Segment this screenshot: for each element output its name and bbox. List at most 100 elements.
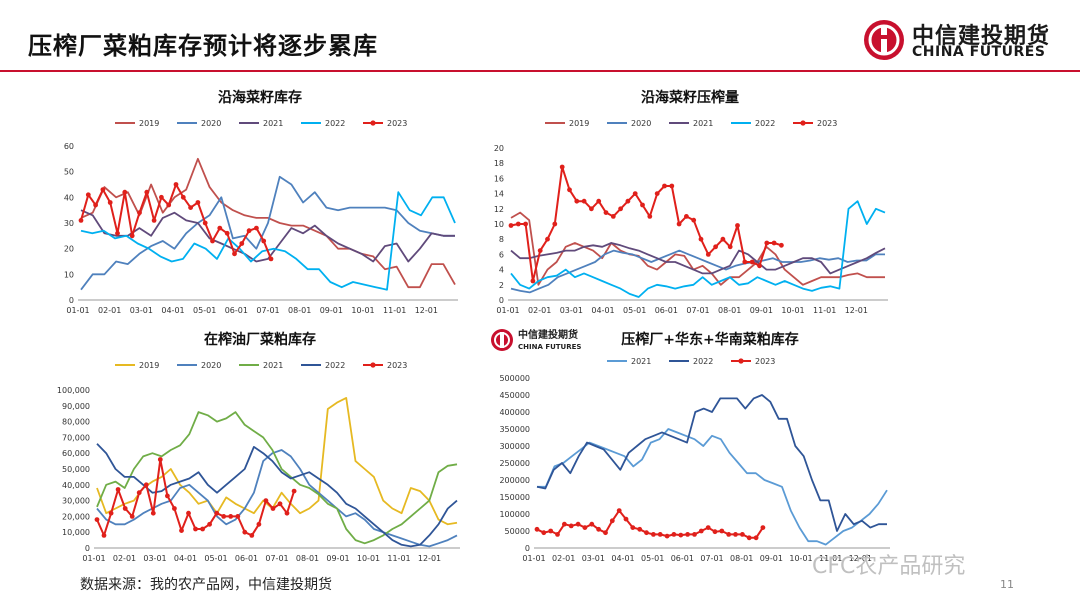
x-tick-label: 08-01 <box>288 306 311 315</box>
data-point <box>552 221 558 227</box>
data-point <box>678 532 684 538</box>
series-line <box>96 449 458 548</box>
svg-text:2019: 2019 <box>569 119 589 128</box>
series-line <box>80 157 456 289</box>
x-tick-label: 04-01 <box>174 554 197 563</box>
x-tick-label: 08-01 <box>718 306 741 315</box>
page-title: 压榨厂菜粕库存预计将逐步累库 <box>28 32 378 60</box>
data-point <box>159 194 164 200</box>
data-point <box>698 528 704 534</box>
x-tick-label: 10-01 <box>357 554 380 563</box>
data-point <box>78 218 84 223</box>
data-point <box>180 194 186 200</box>
data-point <box>115 487 121 492</box>
y-tick-label: 100,000 <box>57 386 90 395</box>
x-tick-label: 02-01 <box>552 554 575 563</box>
series-line <box>510 242 886 275</box>
y-tick-label: 14 <box>494 190 504 199</box>
series-2022 <box>80 191 456 291</box>
data-point <box>726 532 732 537</box>
x-tick-label: 11-01 <box>387 554 410 563</box>
data-point <box>107 200 113 205</box>
x-tick-label: 11-01 <box>383 306 406 315</box>
x-tick-label: 06-01 <box>671 554 694 563</box>
chart-coastal-rapeseed-crush: 沿海菜籽压榨量 2019 2020 2021 2022 2023 0 2 4 6 8 10 12 14 16… <box>480 82 900 322</box>
y-tick-label: 0 <box>525 544 530 553</box>
data-point <box>150 510 156 516</box>
data-point <box>589 521 595 527</box>
series-line <box>510 166 782 282</box>
legend-item-2019: 2019 <box>115 361 159 370</box>
y-tick-label: 250000 <box>499 459 530 468</box>
data-point <box>207 521 213 527</box>
data-point <box>254 225 259 231</box>
data-point <box>623 516 629 522</box>
data-point <box>122 189 128 195</box>
data-point <box>157 457 163 462</box>
legend-item-2020: 2020 <box>607 119 651 128</box>
data-point <box>188 205 194 210</box>
data-point <box>705 525 711 530</box>
data-point <box>749 259 755 265</box>
x-tick-label: 07-01 <box>265 554 288 563</box>
data-point <box>166 202 172 208</box>
data-point <box>291 488 297 494</box>
data-point <box>618 206 623 212</box>
legend-item-2023: 2023 <box>363 119 407 128</box>
svg-text:2021: 2021 <box>263 361 283 370</box>
data-point <box>523 221 528 227</box>
y-tick-label: 4 <box>499 266 504 275</box>
legend-item-2021: 2021 <box>239 119 283 128</box>
series-line <box>537 428 888 546</box>
x-tick-label: 03-01 <box>130 306 153 315</box>
x-tick-label: 05-01 <box>193 306 216 315</box>
data-point <box>574 198 580 204</box>
svg-text:2020: 2020 <box>201 119 221 128</box>
data-point <box>137 210 142 216</box>
data-point <box>771 240 777 246</box>
data-point <box>589 206 594 212</box>
data-point <box>654 191 660 196</box>
data-point <box>537 248 543 254</box>
legend-item-2021: 2021 <box>669 119 713 128</box>
x-tick-label: 12-01 <box>418 554 441 563</box>
y-tick-label: 50000 <box>505 527 530 536</box>
y-tick-label: 90,000 <box>62 402 90 411</box>
y-tick-label: 500000 <box>499 374 530 383</box>
data-point <box>129 514 135 519</box>
data-point <box>85 192 91 198</box>
data-point <box>720 236 726 242</box>
y-tick-label: 30,000 <box>62 497 90 506</box>
data-point <box>632 191 638 196</box>
data-point <box>676 221 682 227</box>
y-tick-label: 10 <box>494 220 504 229</box>
svg-text:2019: 2019 <box>139 361 159 370</box>
y-tick-label: 80,000 <box>62 418 90 427</box>
chart-title: 在榨油厂菜粕库存 <box>204 331 316 348</box>
data-point <box>764 240 770 246</box>
data-point <box>712 529 718 535</box>
svg-text:2021: 2021 <box>631 357 651 366</box>
series-line <box>510 200 886 298</box>
data-point <box>228 514 234 519</box>
data-point <box>779 242 784 248</box>
data-point <box>268 256 274 262</box>
series-line <box>80 191 456 291</box>
y-tick-label: 60,000 <box>62 449 90 458</box>
data-point <box>94 517 100 522</box>
data-point <box>746 535 752 541</box>
data-point <box>582 525 588 530</box>
data-point <box>172 506 177 511</box>
x-tick-label: 07-01 <box>256 306 279 315</box>
y-tick-label: 300000 <box>499 442 530 451</box>
legend-item-2022: 2022 <box>731 119 775 128</box>
data-point <box>596 526 601 532</box>
data-point <box>596 198 602 204</box>
x-tick-label: 06-01 <box>235 554 258 563</box>
x-tick-label: 01-01 <box>522 554 545 563</box>
page-number: 11 <box>1000 578 1014 591</box>
y-tick-label: 450000 <box>499 391 530 400</box>
data-point <box>115 230 120 236</box>
legend-item-2020: 2020 <box>177 361 221 370</box>
y-tick-label: 50 <box>64 168 74 177</box>
